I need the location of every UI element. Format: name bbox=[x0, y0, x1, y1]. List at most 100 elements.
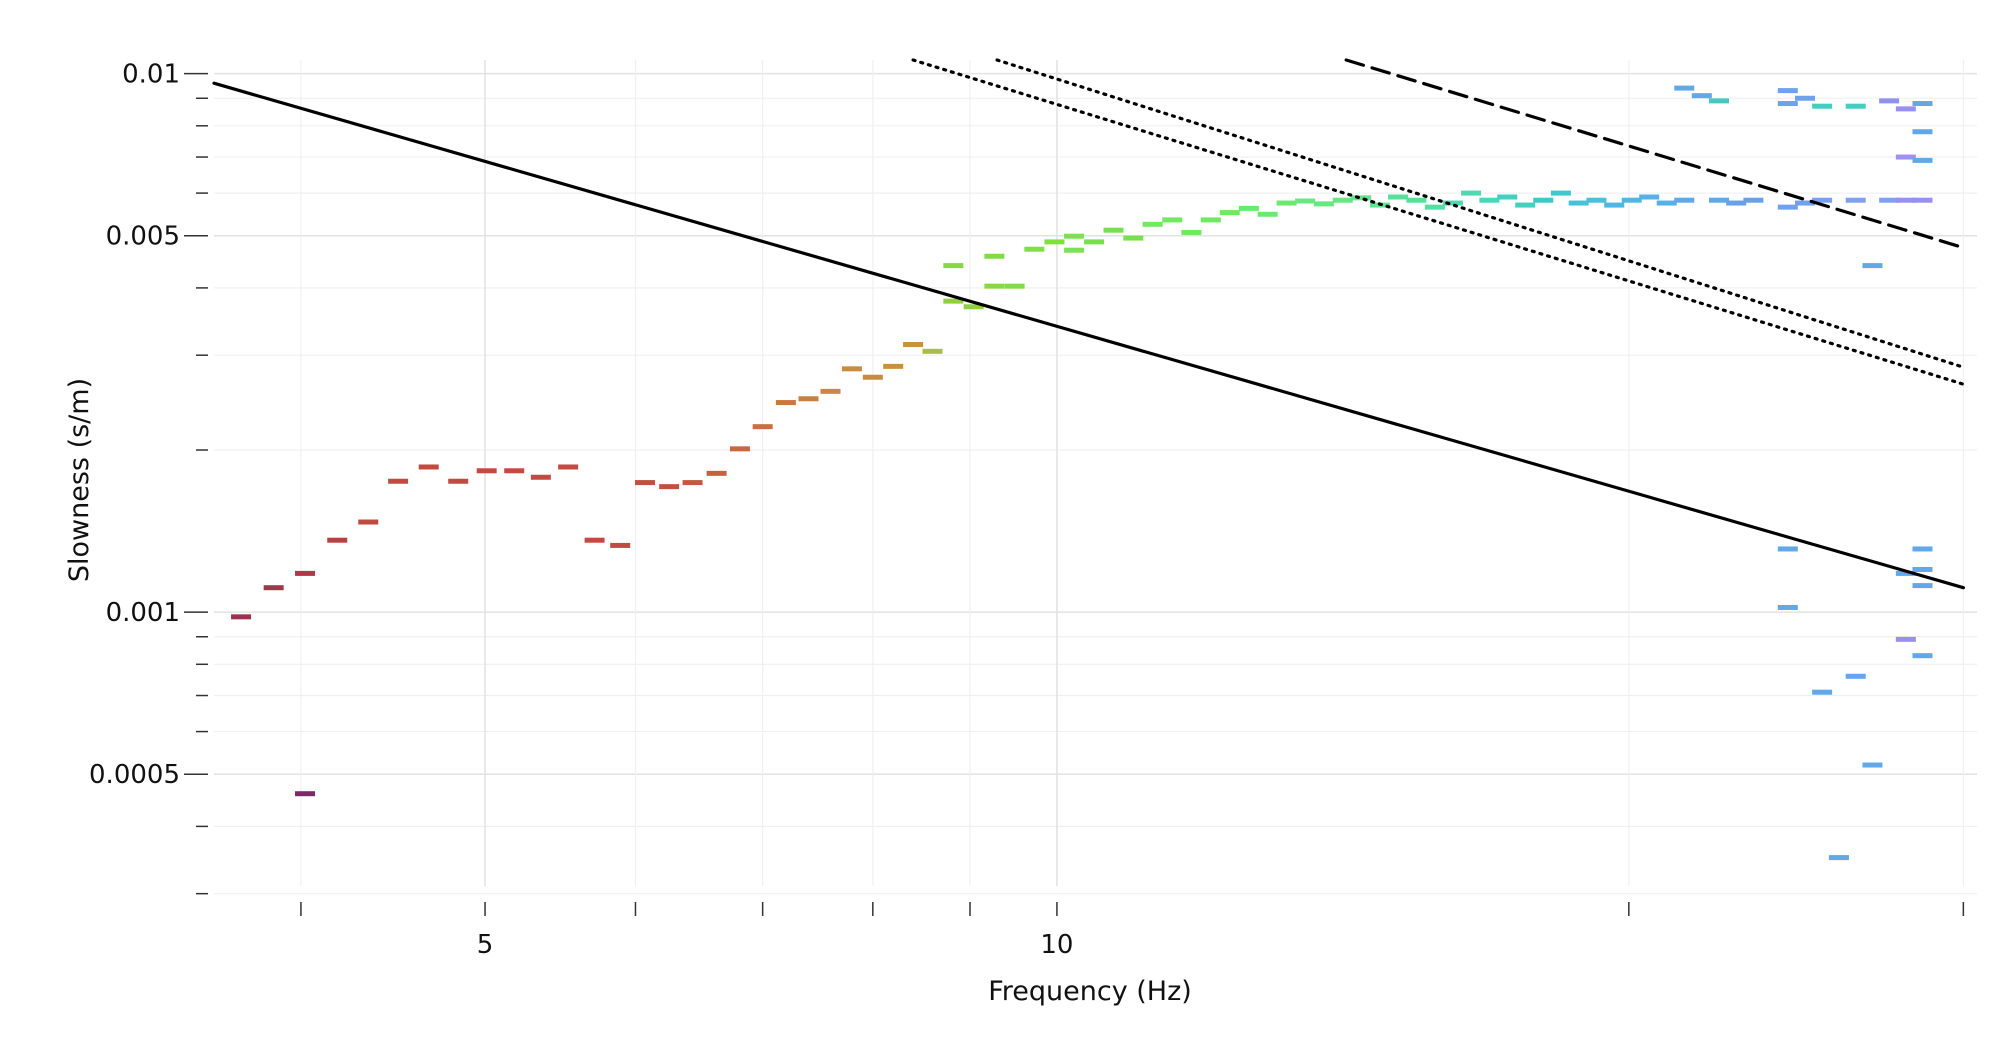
dispersion-point bbox=[1295, 198, 1316, 204]
dispersion-point bbox=[1895, 570, 1916, 576]
dispersion-point bbox=[1332, 197, 1353, 203]
dispersion-point bbox=[1181, 229, 1202, 235]
dispersion-point bbox=[1442, 200, 1463, 206]
dispersion-point bbox=[1828, 855, 1849, 861]
dispersion-point bbox=[635, 480, 656, 486]
solid-limit-curve bbox=[212, 81, 1965, 590]
dispersion-point bbox=[1845, 673, 1866, 679]
dispersion-point bbox=[1238, 205, 1259, 211]
dispersion-point bbox=[1674, 85, 1695, 91]
dispersion-point bbox=[1621, 197, 1642, 203]
dispersion-point bbox=[903, 342, 924, 348]
dispersion-point bbox=[231, 614, 252, 620]
dispersion-point bbox=[1533, 197, 1554, 203]
dispersion-point bbox=[1044, 239, 1065, 245]
dispersion-point bbox=[1604, 202, 1625, 208]
dispersion-point bbox=[943, 263, 964, 269]
dispersion-point bbox=[1895, 154, 1916, 160]
dispersion-point bbox=[841, 366, 862, 372]
dispersion-point bbox=[1639, 194, 1660, 200]
dotted-limit-curve bbox=[911, 58, 1965, 386]
dispersion-point bbox=[1912, 546, 1933, 552]
dispersion-point bbox=[584, 537, 605, 543]
dispersion-point bbox=[1845, 197, 1866, 203]
dispersion-point bbox=[1142, 221, 1163, 227]
dispersion-point bbox=[1895, 106, 1916, 112]
dispersion-point bbox=[1479, 197, 1500, 203]
dispersion-point bbox=[1812, 689, 1833, 695]
dispersion-point bbox=[1726, 200, 1747, 206]
dotted-limit-curve bbox=[995, 58, 1965, 369]
dispersion-point bbox=[1912, 101, 1933, 107]
dispersion-point bbox=[963, 304, 984, 310]
dispersion-point bbox=[1912, 157, 1933, 163]
dashed-limit-curve bbox=[1344, 58, 1965, 250]
dispersion-point bbox=[1351, 195, 1372, 201]
dispersion-points bbox=[231, 85, 1933, 861]
dispersion-point bbox=[1586, 197, 1607, 203]
y-tick-label: 0.01 bbox=[122, 60, 180, 90]
dispersion-point bbox=[659, 484, 680, 490]
dispersion-point bbox=[1276, 200, 1297, 206]
dispersion-point bbox=[1674, 197, 1695, 203]
y-tick-label: 0.005 bbox=[106, 222, 180, 252]
dispersion-point bbox=[1103, 227, 1124, 233]
dispersion-point bbox=[504, 468, 525, 474]
dispersion-point bbox=[1219, 210, 1240, 216]
dispersion-point bbox=[984, 253, 1005, 259]
axes: Frequency (Hz) Slowness (s/m) 0.01 0.005 0… bbox=[64, 60, 1965, 1007]
dispersion-point bbox=[1794, 200, 1815, 206]
y-tick-label: 0.001 bbox=[106, 598, 180, 628]
dispersion-point bbox=[1388, 194, 1409, 200]
dispersion-point bbox=[1461, 190, 1482, 196]
dispersion-point bbox=[1515, 202, 1536, 208]
dispersion-point bbox=[798, 396, 819, 402]
dispersion-point bbox=[1895, 197, 1916, 203]
dispersion-point bbox=[1656, 200, 1677, 206]
dispersion-point bbox=[1862, 263, 1883, 269]
dispersion-point bbox=[1895, 636, 1916, 642]
dispersion-point bbox=[295, 791, 316, 797]
dispersion-point bbox=[263, 585, 284, 591]
x-tick-label: 5 bbox=[477, 930, 494, 960]
dispersion-point bbox=[1257, 211, 1278, 217]
dispersion-point bbox=[1550, 190, 1571, 196]
dispersion-point bbox=[1200, 217, 1221, 223]
dispersion-point bbox=[1912, 197, 1933, 203]
dispersion-point bbox=[448, 478, 469, 484]
dispersion-point bbox=[706, 470, 727, 476]
dispersion-point bbox=[1084, 239, 1105, 245]
dispersion-point bbox=[943, 298, 964, 304]
dispersion-point bbox=[418, 464, 439, 470]
dispersion-point bbox=[862, 374, 883, 380]
dispersion-point bbox=[883, 363, 904, 369]
dispersion-point bbox=[1812, 197, 1833, 203]
dispersion-point bbox=[295, 570, 316, 576]
dispersion-point bbox=[1777, 204, 1798, 210]
dispersion-point bbox=[729, 446, 750, 452]
dispersion-point bbox=[1912, 566, 1933, 572]
y-tick-label: 0.0005 bbox=[89, 760, 180, 790]
dispersion-point bbox=[752, 424, 773, 430]
resolution-limit-curves bbox=[212, 58, 1965, 590]
gridlines bbox=[214, 60, 1977, 895]
dispersion-point bbox=[922, 348, 943, 354]
dispersion-point bbox=[1064, 247, 1085, 253]
x-tick-label: 10 bbox=[1040, 930, 1073, 960]
dispersion-point bbox=[1162, 217, 1183, 223]
dispersion-point bbox=[476, 468, 497, 474]
dispersion-point bbox=[820, 388, 841, 394]
dispersion-point bbox=[1064, 233, 1085, 239]
dispersion-point bbox=[1912, 583, 1933, 589]
dispersion-point bbox=[1777, 88, 1798, 94]
dispersion-point bbox=[388, 478, 409, 484]
dispersion-point bbox=[1879, 98, 1900, 104]
x-axis-title: Frequency (Hz) bbox=[988, 976, 1192, 1007]
dispersion-point bbox=[358, 519, 379, 525]
dispersion-point bbox=[1709, 197, 1730, 203]
dispersion-point bbox=[1743, 197, 1764, 203]
dispersion-point bbox=[1406, 197, 1427, 203]
dispersion-point bbox=[558, 464, 579, 470]
